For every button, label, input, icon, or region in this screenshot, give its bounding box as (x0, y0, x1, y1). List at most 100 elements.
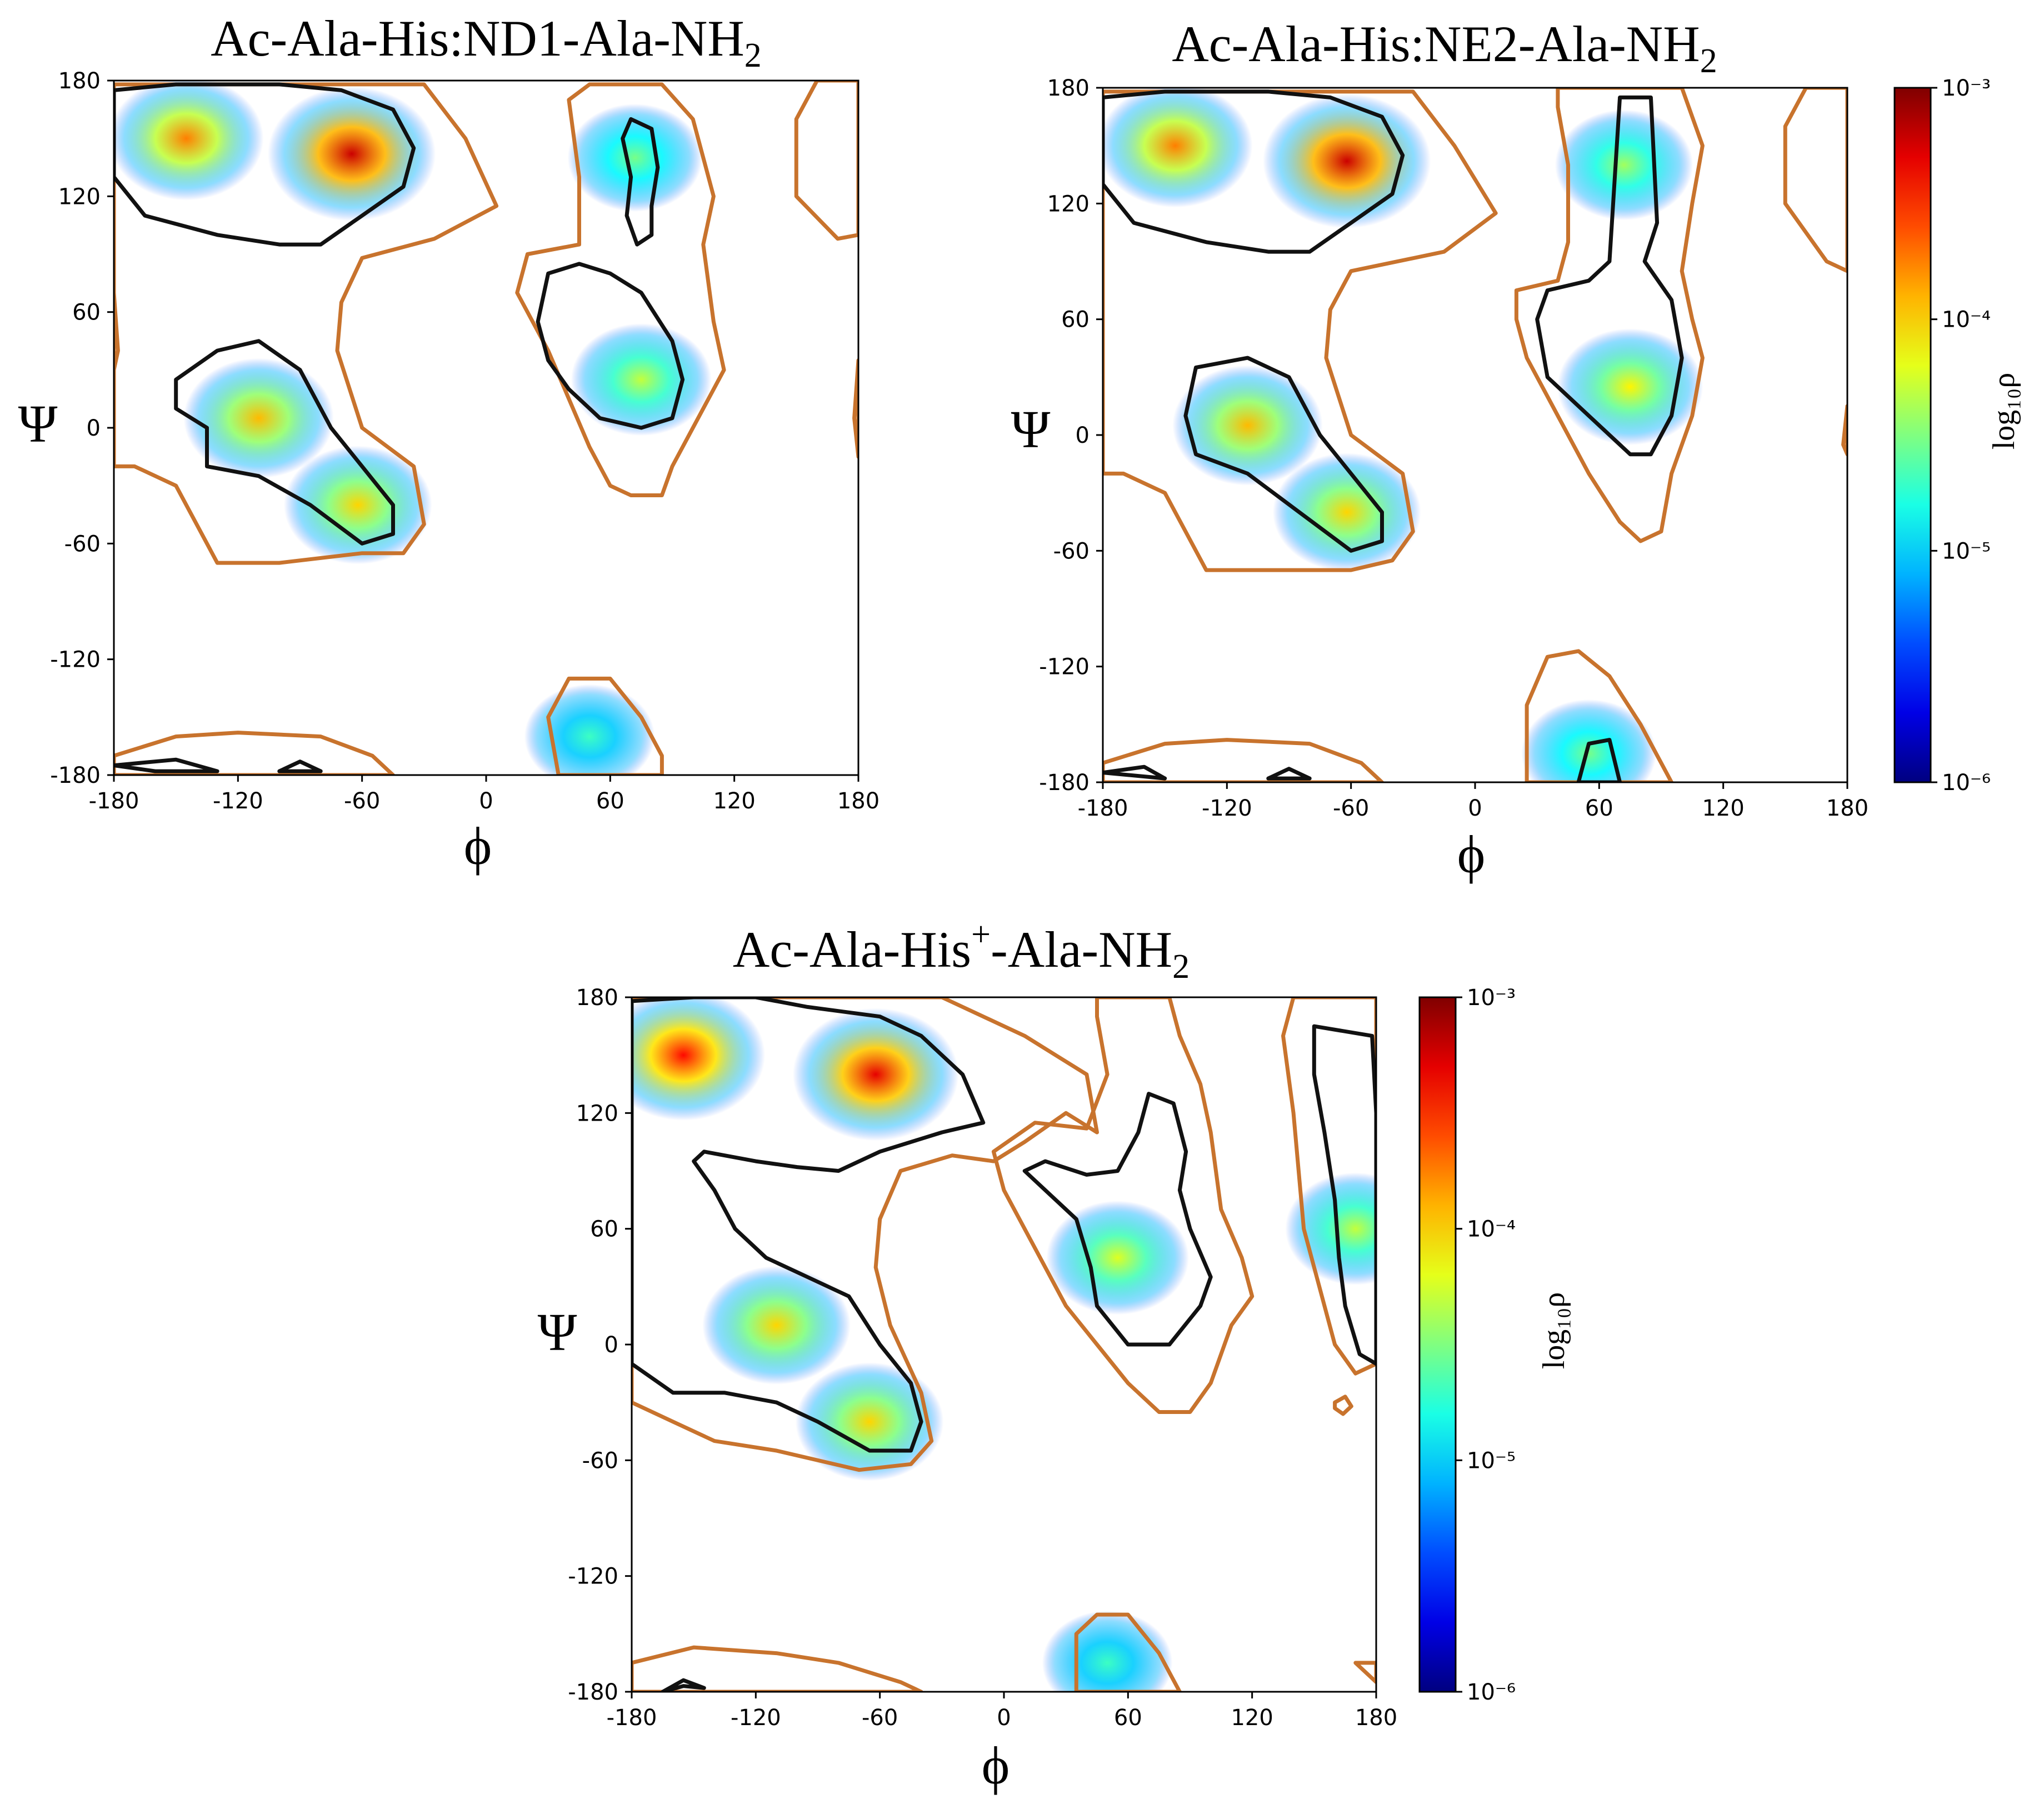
y-tick-label: -180 (1039, 770, 1090, 796)
y-axis-label: Ψ (1011, 399, 1051, 459)
x-tick-label: -60 (1333, 796, 1369, 821)
x-tick-label: -60 (862, 1705, 898, 1731)
y-tick-label: -180 (50, 763, 101, 788)
outer-contour (794, 81, 858, 241)
colorbar-tick-label: 10⁻⁵ (1942, 538, 1991, 564)
outer-contour (991, 997, 1255, 1414)
inner-contour (1103, 89, 1405, 254)
colorbar-tick-label: 10⁻⁵ (1467, 1448, 1516, 1473)
inner-contour (536, 262, 685, 430)
outer-contour (1074, 1612, 1182, 1692)
x-tick-label: 180 (837, 788, 879, 814)
panel-ne2: Ac-Ala-His:NE2-Ala-NH2 -180 -120 -60 0 60 120… (1011, 16, 2021, 884)
y-tick-label: 0 (1076, 423, 1090, 448)
outer-contour (1514, 88, 1705, 543)
x-tick-label: -120 (731, 1705, 781, 1731)
density-peak (1103, 88, 1253, 208)
density-peak (283, 446, 432, 564)
x-tick-label: 120 (713, 788, 755, 814)
outer-contour (632, 1645, 923, 1692)
x-tick-label: -120 (213, 788, 263, 814)
inner-contour (277, 759, 323, 773)
density-peak (1272, 453, 1421, 572)
y-tick-label: -180 (568, 1680, 618, 1705)
y-tick-label: 180 (1047, 76, 1090, 101)
density-peak (1557, 328, 1703, 446)
y-tick-label: 0 (604, 1332, 618, 1358)
colorbar-tick-label: 10⁻³ (1467, 985, 1516, 1011)
x-tick-label: 0 (479, 788, 493, 814)
inner-contour (1022, 1092, 1213, 1347)
inner-contour (1183, 356, 1384, 553)
colorbar-label: log₁₀ρ (1987, 373, 2021, 450)
inner-contour (174, 339, 395, 546)
panel-nd1: Ac-Ala-His:ND1-Ala-NH2 -180 -120 -60 0 60 120… (18, 10, 880, 876)
outer-contour (632, 997, 1099, 1472)
x-tick-label: -180 (89, 788, 139, 814)
x-tick-label: 60 (1585, 796, 1613, 821)
colorbar-tick-label: 10⁻⁴ (1942, 307, 1991, 333)
density-peak (1046, 1201, 1189, 1315)
outer-contour (1525, 649, 1674, 782)
y-tick-label: 60 (590, 1217, 618, 1242)
y-tick-label: -60 (1053, 538, 1090, 564)
inner-contour (1103, 764, 1167, 781)
density-peak (702, 1266, 851, 1385)
x-tick-label: -180 (607, 1705, 657, 1731)
y-axis-label: Ψ (18, 394, 58, 453)
density-peak (1285, 1172, 1376, 1285)
outer-contour (1841, 404, 1847, 457)
y-tick-label: 60 (1061, 307, 1090, 333)
density-peak (183, 358, 334, 478)
y-tick-label: -120 (568, 1564, 618, 1590)
density-peak (1172, 365, 1323, 486)
panel-title: Ac-Ala-His:NE2-Ala-NH2 (1172, 16, 1717, 80)
colorbar (1418, 996, 1457, 1693)
density-peak (1042, 1611, 1173, 1692)
y-tick-label: 60 (72, 300, 101, 326)
y-tick-label: 120 (58, 184, 101, 209)
colorbar-label: log₁₀ρ (1537, 1292, 1571, 1370)
y-tick-label: 180 (576, 985, 618, 1011)
panel-his-plus: Ac-Ala-His+-Ala-NH2 -180 -120 -60 0 60 120 180… (538, 916, 1571, 1795)
x-tick-label: 180 (1355, 1705, 1397, 1731)
outer-contour (114, 731, 395, 775)
x-tick-label: 0 (1468, 796, 1482, 821)
x-tick-label: -180 (1078, 796, 1128, 821)
y-tick-label: 120 (1047, 191, 1090, 217)
colorbar (1893, 87, 1932, 783)
colorbar-tick-label: 10⁻³ (1942, 76, 1991, 101)
x-tick-label: -120 (1202, 796, 1252, 821)
x-tick-label: 120 (1231, 1705, 1273, 1731)
y-tick-label: -120 (1039, 654, 1090, 680)
colorbar-tick-label: 10⁻⁶ (1942, 770, 1991, 796)
inner-contour (1576, 738, 1622, 782)
x-tick-label: 120 (1702, 796, 1744, 821)
density-peak (632, 997, 766, 1121)
x-tick-label: -60 (344, 788, 380, 814)
y-tick-label: 0 (87, 416, 101, 441)
x-tick-label: 0 (997, 1705, 1011, 1731)
outer-contour (1783, 88, 1847, 273)
density-peak (114, 81, 264, 201)
inner-contour (621, 117, 660, 247)
x-tick-label: 60 (596, 788, 624, 814)
outer-contour (546, 676, 664, 775)
inner-contour (1312, 1024, 1376, 1366)
outer-contour (852, 358, 858, 459)
outer-contour (1103, 738, 1384, 782)
x-axis-label: ϕ (464, 816, 492, 876)
outer-contour (1103, 89, 1498, 572)
colorbar-tick-label: 10⁻⁶ (1467, 1680, 1516, 1705)
x-axis-label: ϕ (1457, 824, 1486, 884)
panel-title: Ac-Ala-His+-Ala-NH2 (733, 916, 1190, 986)
outer-contour (1281, 997, 1376, 1376)
density-peak (267, 87, 436, 221)
y-tick-label: -60 (582, 1448, 618, 1473)
colorbar-tick-label: 10⁻⁴ (1467, 1217, 1516, 1242)
inner-contour (1266, 767, 1312, 781)
outer-contour (1333, 1395, 1353, 1416)
y-axis-label: Ψ (538, 1302, 577, 1362)
density-peak (1263, 94, 1431, 228)
